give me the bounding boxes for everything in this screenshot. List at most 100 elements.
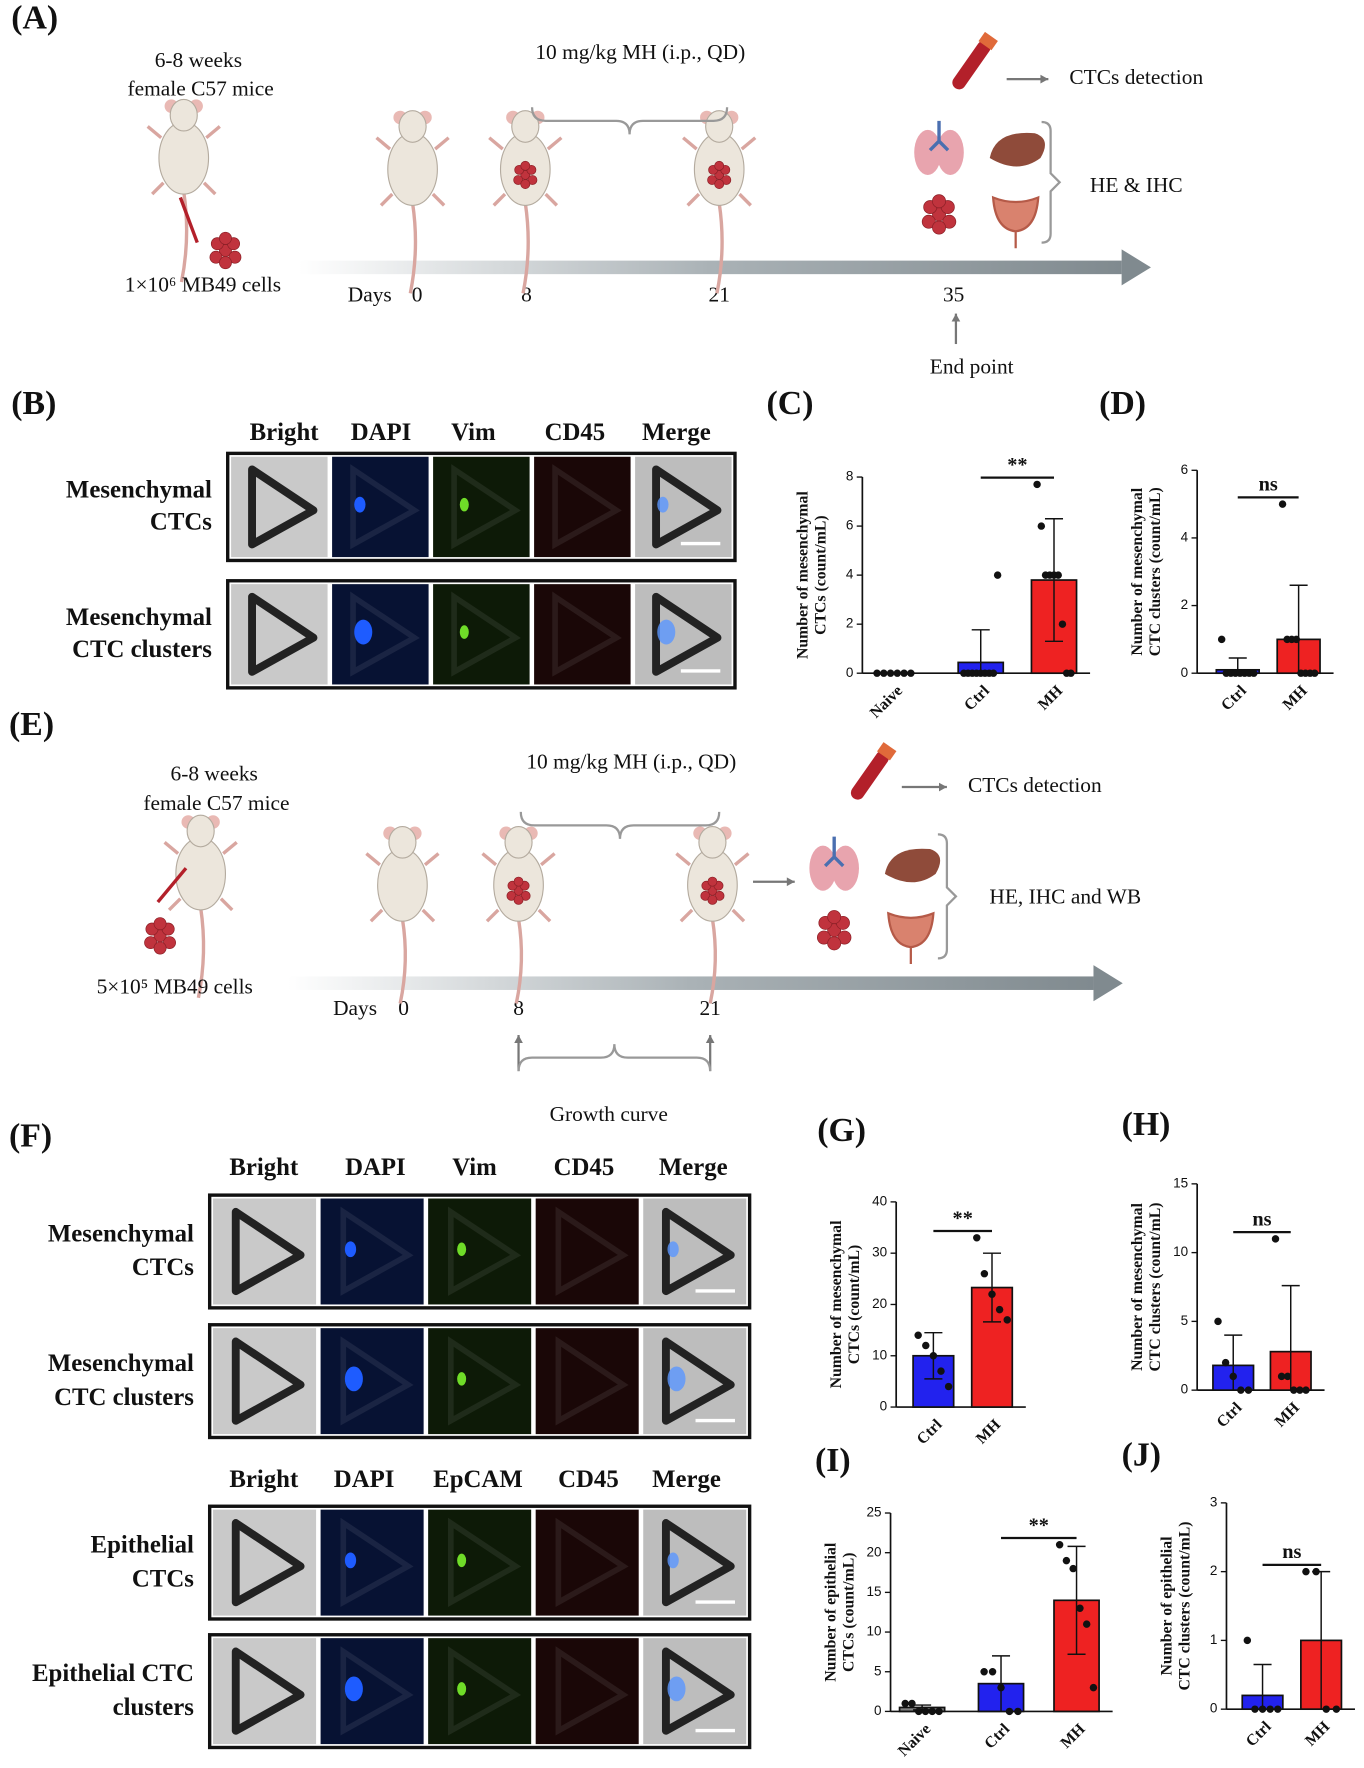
- row-label: CTCs: [132, 1254, 194, 1281]
- data-point: [1277, 1372, 1286, 1381]
- brace: [517, 1044, 712, 1072]
- panel-label: (B): [11, 385, 56, 422]
- dapi-signal: [667, 1552, 679, 1569]
- panel-label: (I): [815, 1442, 851, 1479]
- day-label: 0: [398, 996, 409, 1020]
- y-tick-label: 0: [874, 1703, 882, 1718]
- bladder: [887, 911, 935, 965]
- data-point: [989, 669, 998, 677]
- tumor-cell: [932, 194, 946, 209]
- tumor-cell: [219, 231, 232, 245]
- panel-label: (F): [9, 1118, 52, 1155]
- significance-label: ns: [1259, 474, 1278, 496]
- error-bar: [1281, 1284, 1300, 1391]
- micrograph: [320, 1638, 424, 1745]
- syringe: [178, 196, 199, 244]
- trap-outline: [340, 1336, 414, 1426]
- mouse-limbs: [365, 852, 440, 923]
- data-point: [928, 1707, 936, 1716]
- timeline: [287, 976, 1094, 990]
- error-bar: [971, 629, 990, 674]
- trap-outline: [340, 1517, 414, 1608]
- trap-outline: [652, 465, 722, 549]
- micrograph: [428, 1509, 532, 1616]
- channel-header: DAPI: [334, 1466, 395, 1493]
- channel-header: DAPI: [351, 419, 412, 446]
- data-point: [873, 669, 881, 677]
- tumor-cell: [707, 894, 718, 905]
- tumor-cell: [153, 941, 167, 955]
- data-point: [993, 571, 1002, 579]
- data-point: [915, 1707, 923, 1716]
- mouse-limbs: [682, 136, 757, 207]
- data-point: [980, 1668, 988, 1676]
- timeline: [298, 260, 1122, 275]
- data-point: [1274, 1705, 1282, 1713]
- dapi-signal: [667, 1241, 679, 1258]
- tumor-cell: [219, 256, 232, 270]
- trap-outline: [340, 1206, 414, 1296]
- mouse-limbs: [375, 136, 450, 207]
- error-bar: [1289, 584, 1308, 674]
- growth-text: Growth curve: [550, 1102, 668, 1126]
- panel-label: (G): [817, 1112, 866, 1149]
- micrograph: [433, 584, 530, 685]
- channel-header: Vim: [452, 1154, 497, 1181]
- data-point: [1278, 500, 1287, 508]
- mouse-limbs: [163, 840, 238, 912]
- x-tick-label: Ctrl: [914, 1416, 946, 1448]
- data-point: [944, 1382, 953, 1391]
- mouse-tail: [408, 202, 418, 294]
- dapi-signal: [344, 1676, 363, 1702]
- cells-text: 1×10⁶ MB49 cells: [125, 272, 281, 296]
- y-axis-label: Number of mesenchymal: [794, 491, 811, 659]
- timeline-head: [1093, 965, 1123, 1002]
- dapi-signal: [354, 496, 366, 513]
- arrow-head: [514, 1035, 523, 1043]
- data-point: [1266, 1705, 1274, 1713]
- trap-outline: [652, 592, 722, 676]
- mouse-icon: [375, 110, 450, 294]
- tumor-cell: [714, 160, 725, 171]
- trap-outline: [451, 591, 521, 677]
- data-point: [1067, 669, 1075, 677]
- lung: [831, 845, 859, 891]
- data-point: [922, 1341, 930, 1350]
- y-tick-label: 20: [872, 1296, 887, 1311]
- y-axis-label: Number of epithelial: [1158, 1536, 1175, 1676]
- bar: [970, 1286, 1014, 1408]
- data-point: [937, 1367, 945, 1375]
- trap-outline: [555, 1517, 629, 1608]
- trap-outline: [555, 1646, 629, 1736]
- trap-outline: [661, 1519, 735, 1607]
- data-point: [1003, 1316, 1011, 1324]
- data-point: [1214, 1317, 1222, 1326]
- data-point: [980, 1269, 989, 1278]
- data-point: [914, 1331, 922, 1339]
- data-point: [1033, 480, 1041, 489]
- panel-label: (A): [11, 0, 58, 36]
- y-tick-label: 0: [846, 665, 854, 680]
- y-tick-label: 4: [846, 567, 854, 582]
- data-point: [921, 1707, 930, 1716]
- tumor-cell: [707, 876, 718, 887]
- x-tick-label: MH: [1302, 1718, 1333, 1749]
- y-tick-label: 10: [872, 1347, 887, 1362]
- trap-outline: [350, 464, 420, 550]
- significance-label: **: [1007, 454, 1027, 476]
- y-tick-label: 0: [1181, 1382, 1189, 1397]
- y-axis-label: Number of epithelial: [823, 1542, 840, 1682]
- green-signal: [457, 1372, 467, 1386]
- data-point: [1054, 571, 1062, 579]
- tumor-cell: [827, 910, 842, 924]
- day-label: 0: [412, 283, 423, 307]
- mouse-head: [398, 110, 427, 143]
- channel-header: CD45: [554, 1154, 615, 1181]
- row-label: Epithelial CTC: [32, 1660, 194, 1687]
- data-point: [1243, 1636, 1252, 1645]
- y-axis-label: CTCs (count/mL): [841, 1552, 858, 1672]
- green-signal: [459, 625, 469, 639]
- channel-header: CD45: [545, 419, 606, 446]
- channel-header: Bright: [250, 419, 320, 446]
